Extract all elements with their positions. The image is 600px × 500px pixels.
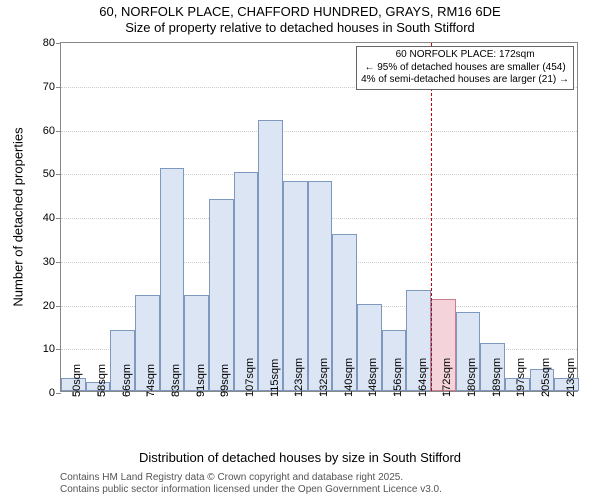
annotation-line: 4% of semi-detached houses are larger (2… [361, 74, 569, 87]
ytick-mark [56, 87, 61, 88]
xtick-label: 58sqm [96, 364, 108, 397]
ytick-mark [56, 262, 61, 263]
xtick-label: 189sqm [491, 358, 503, 397]
annotation-line: 60 NORFOLK PLACE: 172sqm [361, 49, 569, 62]
xtick-label: 50sqm [71, 364, 83, 397]
ytick-mark [56, 349, 61, 350]
xtick-label: 132sqm [318, 358, 330, 397]
xtick-label: 164sqm [417, 358, 429, 397]
xtick-label: 197sqm [515, 358, 527, 397]
title-line2: Size of property relative to detached ho… [0, 20, 600, 36]
xtick-label: 172sqm [441, 358, 453, 397]
xtick-label: 107sqm [244, 358, 256, 397]
xtick-label: 115sqm [269, 359, 281, 397]
chart-container: 60, NORFOLK PLACE, CHAFFORD HUNDRED, GRA… [0, 0, 600, 500]
reference-line [431, 43, 432, 391]
xtick-label: 83sqm [170, 364, 182, 397]
ytick-mark [56, 218, 61, 219]
xtick-label: 156sqm [392, 358, 404, 397]
xtick-label: 205sqm [540, 358, 552, 397]
title-line1: 60, NORFOLK PLACE, CHAFFORD HUNDRED, GRA… [0, 4, 600, 20]
histogram-bar [258, 120, 283, 391]
ytick-mark [56, 306, 61, 307]
ytick-label: 30 [43, 256, 55, 268]
plot-area: 0102030405060708050sqm58sqm66sqm74sqm83s… [60, 42, 578, 392]
xtick-label: 91sqm [195, 364, 207, 397]
ytick-label: 10 [43, 343, 55, 355]
ytick-label: 70 [43, 81, 55, 93]
histogram-bar [209, 199, 234, 392]
footer-line2: Contains public sector information licen… [60, 484, 442, 496]
footer-line1: Contains HM Land Registry data © Crown c… [60, 472, 442, 484]
histogram-bar [160, 168, 185, 391]
ytick-mark [56, 43, 61, 44]
ytick-label: 0 [49, 387, 55, 399]
xtick-label: 148sqm [367, 358, 379, 397]
xtick-label: 66sqm [121, 364, 133, 397]
xtick-label: 140sqm [343, 358, 355, 397]
ytick-mark [56, 174, 61, 175]
gridline [61, 174, 577, 175]
xtick-label: 74sqm [145, 364, 157, 397]
annotation-box: 60 NORFOLK PLACE: 172sqm← 95% of detache… [356, 46, 574, 90]
chart-title-block: 60, NORFOLK PLACE, CHAFFORD HUNDRED, GRA… [0, 4, 600, 35]
xtick-label: 99sqm [219, 364, 231, 397]
xtick-label: 213sqm [565, 358, 577, 397]
xtick-label: 123sqm [293, 358, 305, 397]
ytick-mark [56, 131, 61, 132]
ytick-mark [56, 393, 61, 394]
ytick-label: 80 [43, 37, 55, 49]
ytick-label: 50 [43, 168, 55, 180]
annotation-line: ← 95% of detached houses are smaller (45… [361, 62, 569, 75]
ytick-label: 60 [43, 125, 55, 137]
ytick-label: 40 [43, 212, 55, 224]
ytick-label: 20 [43, 300, 55, 312]
footer-attribution: Contains HM Land Registry data © Crown c… [60, 472, 442, 496]
gridline [61, 131, 577, 132]
x-axis-label: Distribution of detached houses by size … [0, 450, 600, 465]
y-axis-label: Number of detached properties [11, 127, 26, 306]
xtick-label: 180sqm [466, 358, 478, 397]
